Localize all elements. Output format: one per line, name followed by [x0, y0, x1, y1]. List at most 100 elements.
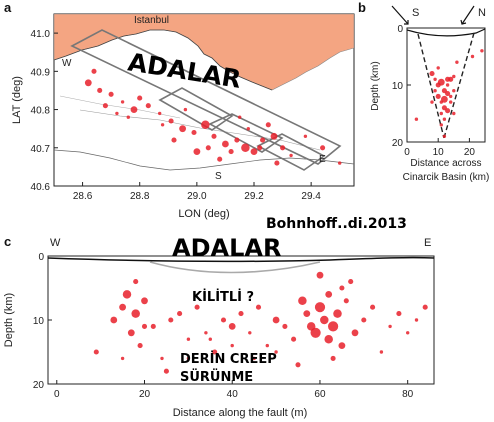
panel-c-quake-point: [186, 337, 191, 341]
panel-a-quake-point: [91, 68, 97, 74]
panel-a-quake-point: [108, 91, 114, 97]
panel-a-quake-point: [191, 129, 197, 136]
panel-c-ytick-label: 0: [38, 252, 44, 263]
panel-c-quake-point: [351, 329, 359, 337]
panel-c-quake-point: [93, 349, 99, 355]
panel-a-quake-point: [222, 140, 229, 148]
panel-c-ytick-label: 20: [33, 380, 45, 391]
panel-c-quake-point: [361, 317, 367, 323]
panel-a-quake-point: [289, 153, 293, 158]
source-credit: Bohnhoff..di.2013: [266, 216, 407, 232]
panel-a-quake-point: [217, 156, 223, 162]
panel-b-quake-point: [437, 78, 445, 86]
panel-a-xtick-label: 28.8: [130, 191, 150, 202]
panel-c-quake-point: [168, 317, 174, 323]
panel-c: c W E Bohnhoff..di.2013 ADALAR KİLİTLİ ?…: [3, 216, 435, 419]
panel-c-quake-point: [282, 323, 288, 329]
panel-a-xlabel: LON (deg): [178, 208, 229, 220]
panel-c-ylabel: Depth (km): [3, 293, 15, 347]
panel-b-quake-point: [449, 94, 453, 99]
panel-b-ytick-label: 0: [397, 24, 403, 35]
panel-a-quake-point: [168, 118, 174, 124]
panel-c-dir-e: E: [424, 237, 431, 249]
panel-b-quake-point: [433, 77, 437, 82]
panel-a-quake-point: [228, 149, 234, 155]
panel-b-quake-point: [445, 83, 450, 87]
panel-b-quake-point: [452, 74, 456, 79]
panel-b-quake-point: [480, 49, 484, 53]
panel-c-quake-point: [110, 316, 118, 324]
panel-c-quakes: [93, 271, 428, 374]
panel-b-dir-n: N: [478, 7, 486, 19]
deep-creep-note-1: DERİN CREEP: [180, 351, 277, 367]
panel-a-quake-point: [211, 133, 217, 139]
panel-a-xtick-label: 29.0: [187, 191, 207, 202]
panel-c-quake-point: [220, 317, 227, 323]
arrow-s-icon: [391, 5, 409, 25]
panel-c-quake-point: [370, 304, 376, 310]
panel-b-quake-point: [442, 117, 447, 121]
panel-a-quake-point: [241, 143, 250, 153]
panel-c-quake-point: [122, 290, 132, 299]
locked-note: KİLİTLİ ?: [192, 289, 254, 305]
panel-a-ytick-label: 40.8: [31, 106, 51, 117]
panel-c-xtick-label: 60: [314, 389, 326, 400]
fault-dash-left: [417, 33, 445, 139]
panel-c-quake-point: [310, 327, 321, 338]
panel-a-ytick-label: 40.6: [31, 182, 51, 193]
panel-c-quake-point: [119, 303, 126, 311]
panel-b-quake-point: [449, 100, 453, 104]
panel-b-quake-point: [436, 66, 440, 70]
panel-b-quake-point: [445, 91, 451, 97]
panel-c-quake-point: [406, 331, 410, 335]
panel-b-ylabel: Depth (km): [370, 61, 381, 110]
panel-a-quake-point: [250, 148, 258, 156]
panel-b-xlabel-2: Cinarcik Basin (km): [403, 172, 490, 183]
panel-a-ytick-label: 40.9: [31, 67, 51, 78]
panel-b-quake-point: [430, 100, 434, 104]
panel-b-quake-point: [452, 111, 456, 116]
panel-c-quake-point: [303, 310, 311, 317]
panel-a-quake-point: [280, 145, 286, 151]
panel-c-quake-point: [228, 323, 236, 330]
corner-e-label: E: [319, 154, 326, 165]
panel-b-quake-point: [445, 76, 451, 82]
panel-b-quake-point: [470, 54, 475, 59]
panel-a-quake-point: [160, 123, 165, 127]
panel-a-quake-point: [183, 107, 188, 112]
panel-c-quake-point: [333, 309, 342, 318]
panel-c-quake-point: [348, 279, 354, 285]
panel-c-quake-point: [272, 316, 280, 324]
panel-c-quake-point: [208, 337, 212, 341]
panel-a-quake-point: [234, 137, 240, 143]
panel-b-quake-point: [445, 108, 451, 114]
panel-a-quake-point: [145, 103, 151, 109]
panel-c-xlabel: Distance along the fault (m): [173, 407, 308, 419]
panel-b-quake-point: [433, 89, 437, 93]
panel-c-xtick-label: 0: [54, 389, 60, 400]
deep-creep-note-2: SÜRÜNME: [180, 369, 253, 385]
panel-a-xtick-label: 29.4: [301, 191, 321, 202]
arrow-s-head-icon: [404, 20, 409, 25]
panel-c-quake-point: [324, 334, 333, 344]
panel-c-axes: 0 10 20 0 20 40 60 80: [33, 252, 414, 400]
panel-c-quake-point: [141, 297, 148, 305]
southern-coast: [54, 149, 354, 171]
panel-b-ytick-label: 10: [392, 81, 404, 92]
panel-c-quake-point: [131, 309, 140, 318]
panel-c-quake-point: [343, 298, 349, 304]
panel-c-quake-point: [120, 356, 125, 361]
panel-b-quake-point: [435, 93, 441, 99]
panel-b-quake-point: [442, 134, 447, 138]
panel-a-quake-point: [270, 132, 278, 140]
panel-b-quake-point: [452, 89, 456, 93]
panel-c-quake-point: [396, 311, 402, 317]
panel-c-quake-point: [265, 343, 269, 348]
panel-c-quake-point: [328, 321, 339, 332]
panel-b-xtick-label: 0: [404, 147, 410, 158]
panel-a-ytick-label: 40.7: [31, 144, 51, 155]
panel-a-quake-point: [126, 115, 130, 119]
